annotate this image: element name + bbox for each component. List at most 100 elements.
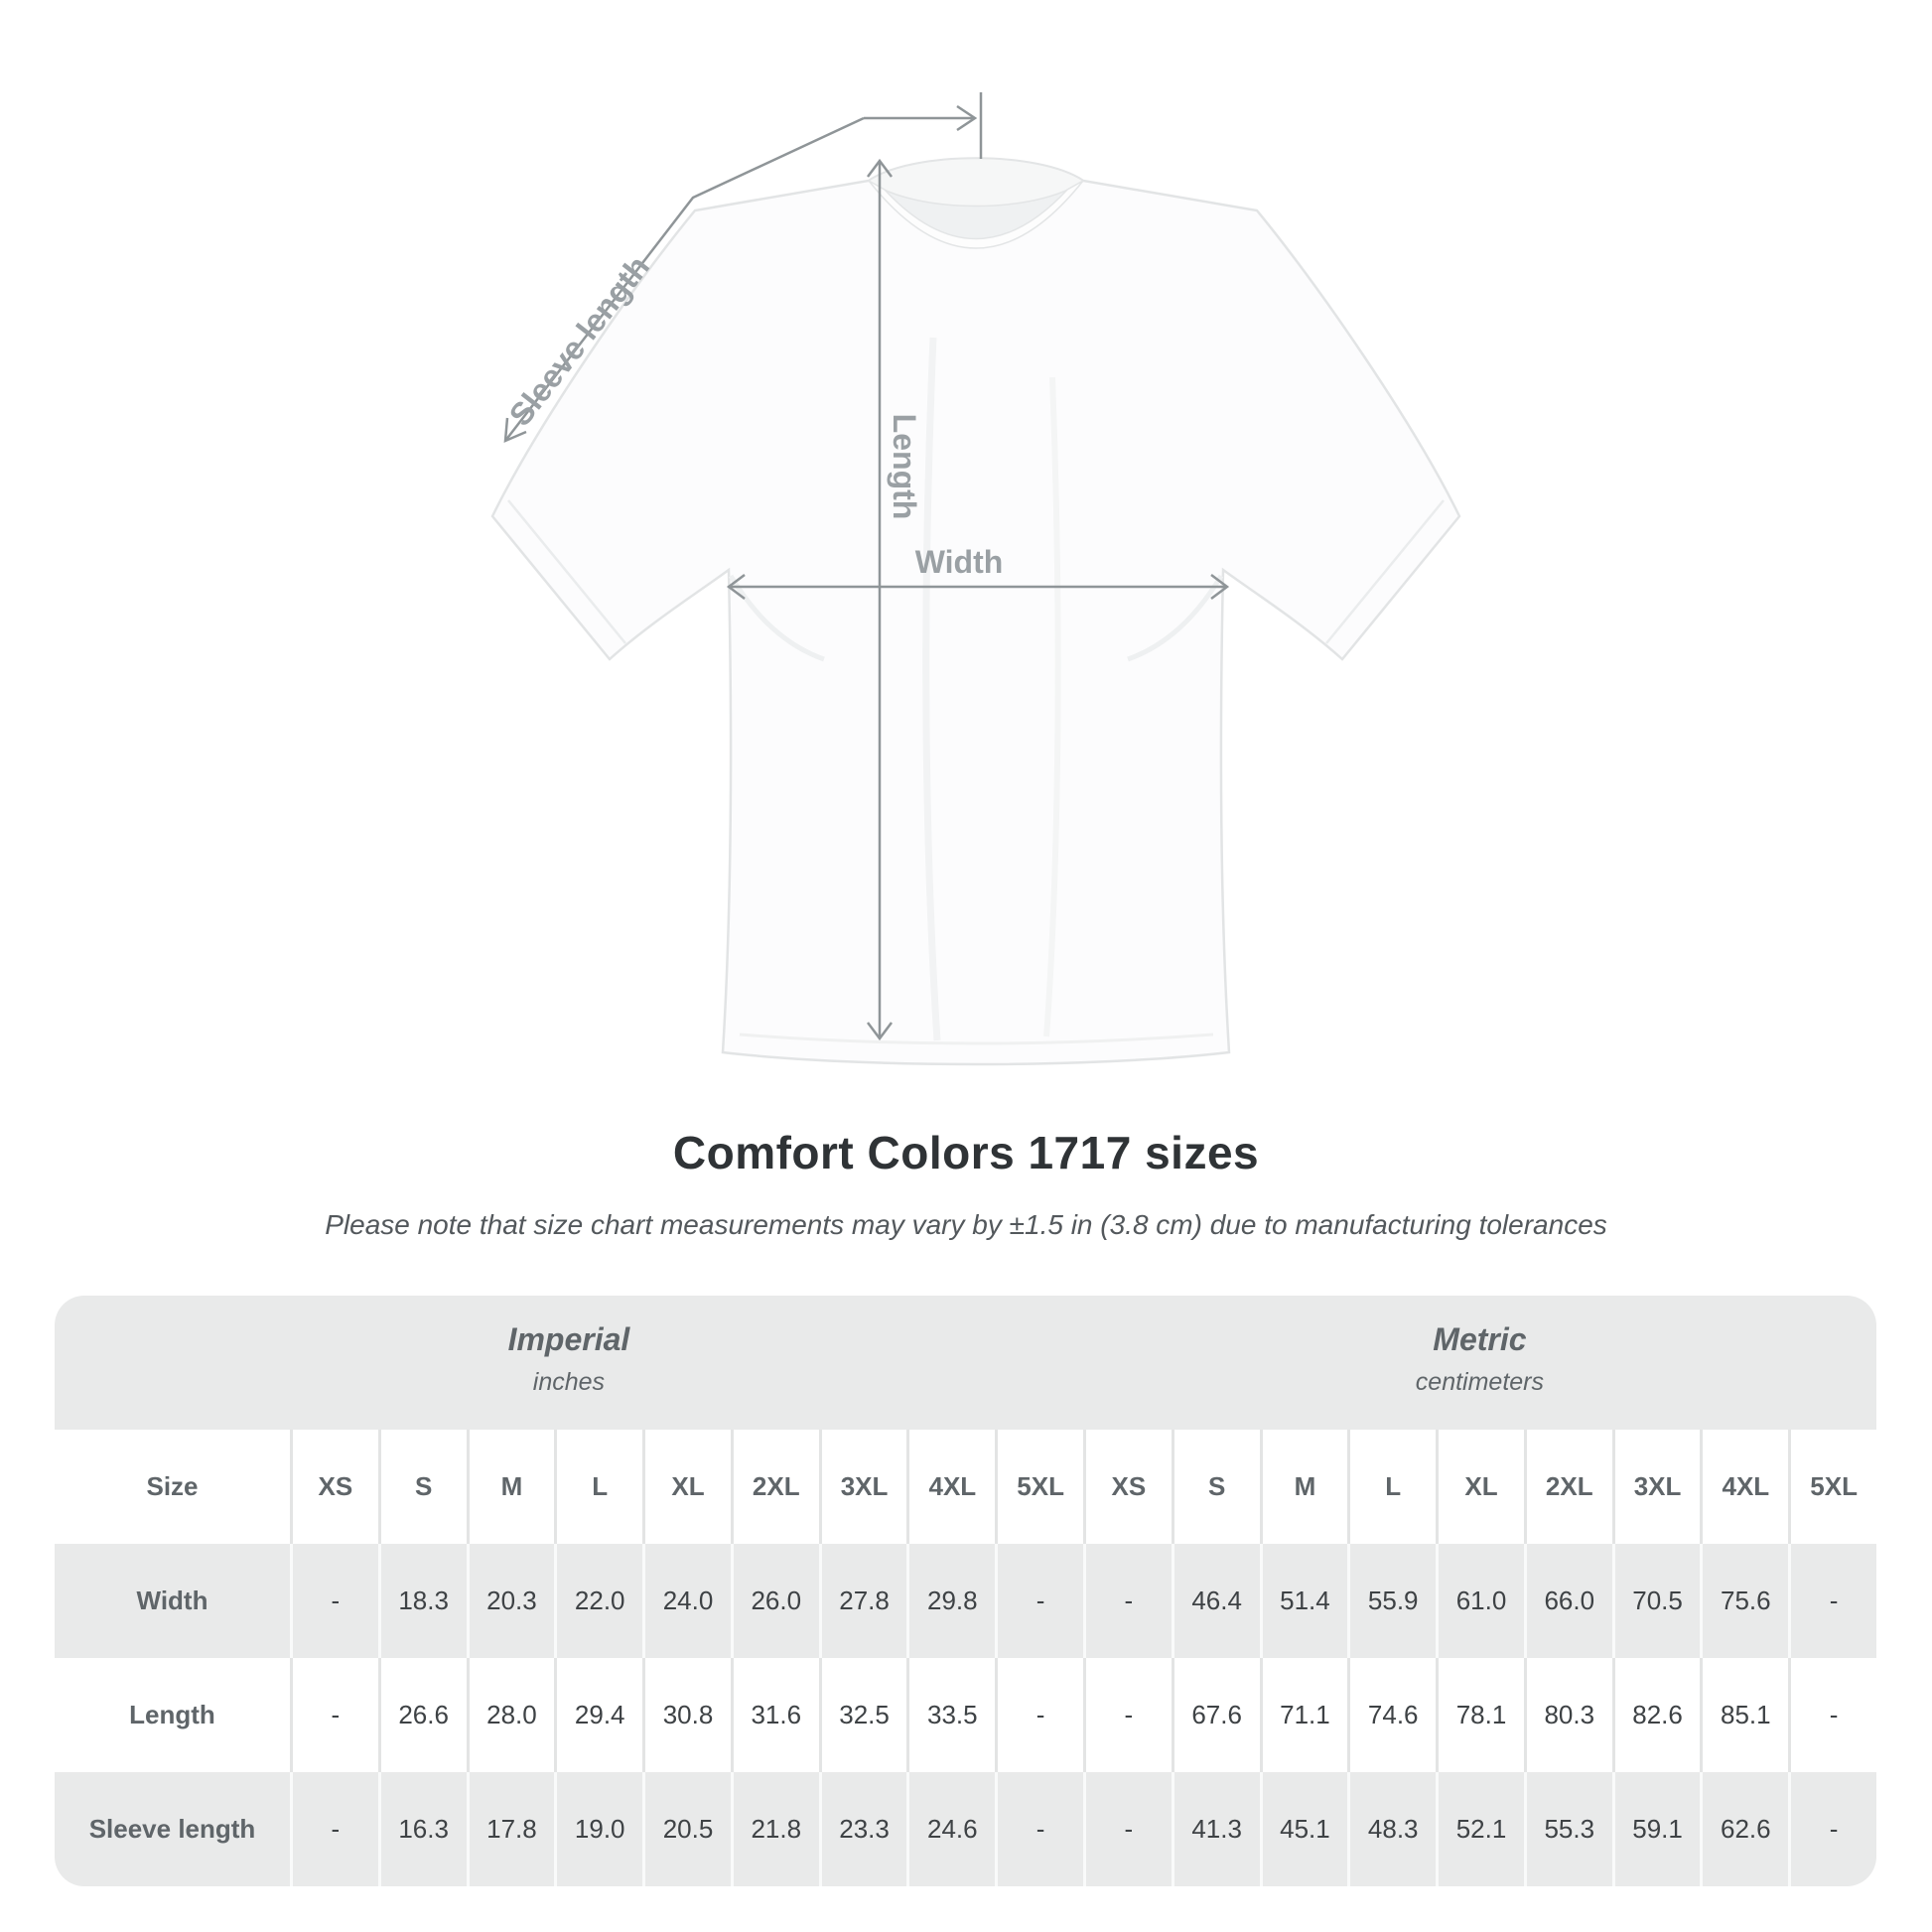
tshirt-underarm-shadow-right xyxy=(1127,574,1224,662)
length-measure-line xyxy=(867,158,893,1041)
value-cell: - xyxy=(290,1544,378,1658)
width-label: Width xyxy=(915,544,1004,580)
page-subtitle: Please note that size chart measurements… xyxy=(325,1209,1607,1240)
unit-group-header-row: Imperial inches Metric centimeters xyxy=(55,1296,1876,1430)
value-cell: - xyxy=(1788,1772,1876,1886)
value-cell: 59.1 xyxy=(1611,1772,1701,1886)
value-cell: 18.3 xyxy=(377,1544,467,1658)
value-cell: 32.5 xyxy=(818,1658,907,1772)
tshirt-right-cuff-seam xyxy=(1325,499,1445,644)
row-label: Length xyxy=(129,1700,215,1729)
value-cell: - xyxy=(995,1544,1083,1658)
value-cell: 74.6 xyxy=(1347,1658,1436,1772)
length-arrowhead-bottom xyxy=(867,1022,893,1041)
value-cell: 51.4 xyxy=(1259,1544,1348,1658)
value-cell: 46.4 xyxy=(1171,1544,1260,1658)
value-cell: 80.3 xyxy=(1523,1658,1612,1772)
value-cell: 82.6 xyxy=(1611,1658,1701,1772)
value-cell: 75.6 xyxy=(1700,1544,1788,1658)
tshirt-silhouette xyxy=(490,157,1461,1066)
value-cell: 24.0 xyxy=(642,1544,731,1658)
value-cell: - xyxy=(290,1772,378,1886)
imperial-group-header: Imperial inches xyxy=(55,1296,1083,1430)
value-cell: 27.8 xyxy=(818,1544,907,1658)
sleeve-length-arrowhead-end xyxy=(503,417,527,443)
tshirt-underarm-shadow-left xyxy=(728,574,825,662)
value-cell: 28.0 xyxy=(466,1658,555,1772)
tshirt-left-cuff-seam xyxy=(507,499,626,644)
sleeve-length-arrowhead-right xyxy=(956,104,978,132)
sleeve-length-diagonal xyxy=(504,116,865,442)
size-header-label: Size xyxy=(146,1471,199,1501)
width-measure-line xyxy=(726,574,1230,600)
length-arrowhead-top xyxy=(867,158,893,178)
tshirt-front-collar xyxy=(868,180,1084,249)
value-cell: 26.0 xyxy=(730,1544,819,1658)
length-row: Length - 26.6 28.0 29.4 30.8 31.6 32.5 3… xyxy=(55,1658,1876,1772)
value-cell: - xyxy=(1788,1658,1876,1772)
metric-group-header: Metric centimeters xyxy=(1083,1296,1876,1430)
value-cell: 22.0 xyxy=(554,1544,642,1658)
tshirt-measurement-diagram: Sleeve length Length Width xyxy=(490,92,1461,1066)
value-cell: - xyxy=(290,1658,378,1772)
metric-group-sublabel: centimeters xyxy=(1415,1368,1545,1396)
value-cell: - xyxy=(1083,1772,1172,1886)
value-cell: - xyxy=(995,1658,1083,1772)
value-cell: 30.8 xyxy=(642,1658,731,1772)
size-col-header: M xyxy=(466,1430,555,1544)
size-col-header: XL xyxy=(642,1430,731,1544)
value-cell: 55.3 xyxy=(1523,1772,1612,1886)
tshirt-crease-left xyxy=(922,337,941,1041)
value-cell: 20.3 xyxy=(466,1544,555,1658)
sleeve-length-row: Sleeve length - 16.3 17.8 19.0 20.5 21.8… xyxy=(55,1772,1876,1886)
size-col-header: L xyxy=(1347,1430,1436,1544)
width-arrowhead-left xyxy=(726,574,746,600)
row-label: Width xyxy=(136,1586,208,1615)
size-col-header: 4XL xyxy=(1700,1430,1788,1544)
value-cell: - xyxy=(1083,1658,1172,1772)
size-col-header: XS xyxy=(290,1430,378,1544)
size-col-header: 3XL xyxy=(818,1430,907,1544)
sleeve-length-measure-line xyxy=(503,92,983,443)
value-cell: 55.9 xyxy=(1347,1544,1436,1658)
imperial-group-label: Imperial xyxy=(507,1321,630,1357)
value-cell: 23.3 xyxy=(818,1772,907,1886)
value-cell: 52.1 xyxy=(1436,1772,1524,1886)
value-cell: - xyxy=(1083,1544,1172,1658)
value-cell: 78.1 xyxy=(1436,1658,1524,1772)
value-cell: 41.3 xyxy=(1171,1772,1260,1886)
size-col-header: XL xyxy=(1436,1430,1524,1544)
size-col-header: 2XL xyxy=(1523,1430,1612,1544)
size-col-header: S xyxy=(377,1430,467,1544)
row-label: Sleeve length xyxy=(88,1814,256,1844)
value-cell: 70.5 xyxy=(1611,1544,1701,1658)
value-cell: 31.6 xyxy=(730,1658,819,1772)
value-cell: 17.8 xyxy=(466,1772,555,1886)
width-arrowhead-right xyxy=(1210,574,1230,600)
length-label: Length xyxy=(887,414,922,520)
size-col-header: 2XL xyxy=(730,1430,819,1544)
tshirt-hem-stitch xyxy=(739,1033,1214,1045)
value-cell: 85.1 xyxy=(1700,1658,1788,1772)
value-cell: 26.6 xyxy=(377,1658,467,1772)
value-cell: - xyxy=(995,1772,1083,1886)
size-col-header: 3XL xyxy=(1611,1430,1701,1544)
tshirt-neck-opening xyxy=(869,181,1083,240)
value-cell: 45.1 xyxy=(1259,1772,1348,1886)
size-col-header: 4XL xyxy=(906,1430,995,1544)
tshirt-graphic xyxy=(490,157,1461,1066)
value-cell: 19.0 xyxy=(554,1772,642,1886)
size-table: Imperial inches Metric centimeters Size … xyxy=(55,1296,1876,1886)
value-cell: 61.0 xyxy=(1436,1544,1524,1658)
value-cell: 66.0 xyxy=(1523,1544,1612,1658)
value-cell: 24.6 xyxy=(906,1772,995,1886)
metric-group-label: Metric xyxy=(1433,1321,1527,1357)
value-cell: 67.6 xyxy=(1171,1658,1260,1772)
value-cell: 29.8 xyxy=(906,1544,995,1658)
value-cell: 16.3 xyxy=(377,1772,467,1886)
tshirt-crease-right xyxy=(1043,376,1061,1037)
value-cell: - xyxy=(1788,1544,1876,1658)
size-col-header: 5XL xyxy=(995,1430,1083,1544)
value-cell: 20.5 xyxy=(642,1772,731,1886)
